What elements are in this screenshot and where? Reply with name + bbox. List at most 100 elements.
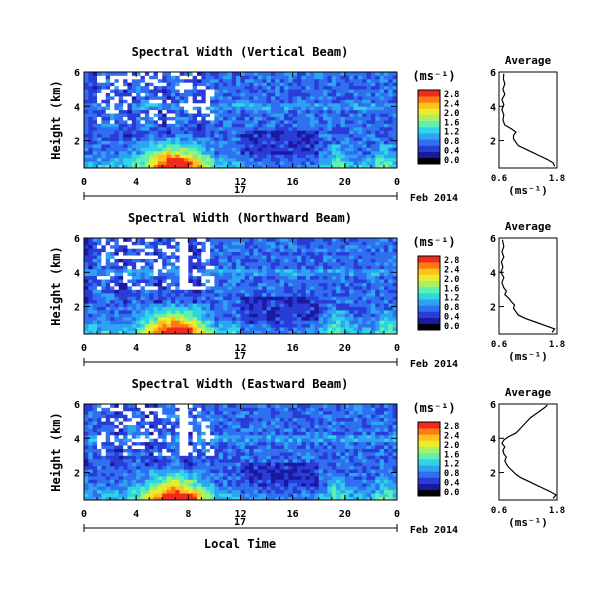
heatmap-cell bbox=[266, 320, 272, 325]
heatmap-cell bbox=[327, 161, 333, 165]
heatmap-cell bbox=[149, 286, 154, 290]
heatmap-cell bbox=[227, 161, 233, 165]
heatmap-cell bbox=[305, 244, 311, 249]
heatmap-cell bbox=[383, 296, 389, 301]
heatmap-cell bbox=[218, 303, 224, 307]
heatmap-cell bbox=[240, 82, 246, 87]
heatmap-cell bbox=[370, 164, 376, 168]
heatmap-cell bbox=[149, 147, 154, 152]
heatmap-cell bbox=[92, 458, 98, 463]
heatmap-cell bbox=[175, 99, 181, 104]
heatmap-cell bbox=[105, 472, 111, 477]
heatmap-cell bbox=[144, 268, 150, 273]
heatmap-cell bbox=[97, 154, 102, 159]
heatmap-cell bbox=[175, 92, 181, 97]
heatmap-cell bbox=[357, 123, 363, 128]
heatmap-cell bbox=[101, 150, 107, 155]
heatmap-cell bbox=[175, 417, 181, 422]
heatmap-cell bbox=[266, 292, 272, 297]
heatmap-cell bbox=[305, 303, 311, 307]
heatmap-cell bbox=[388, 330, 394, 334]
heatmap-cell bbox=[166, 452, 172, 456]
heatmap-cell bbox=[301, 150, 307, 155]
heatmap-cell bbox=[288, 238, 294, 242]
heatmap-cell bbox=[288, 279, 294, 283]
heatmap-cell bbox=[275, 310, 281, 314]
heatmap-cell bbox=[357, 286, 363, 290]
heatmap-cell bbox=[127, 310, 133, 314]
heatmap-cell bbox=[183, 147, 189, 152]
colorbar-segment bbox=[418, 256, 440, 263]
heatmap-cell bbox=[357, 113, 363, 117]
heatmap-cell bbox=[301, 275, 307, 280]
heatmap-cell bbox=[105, 272, 111, 277]
heatmap-cell bbox=[275, 140, 281, 145]
heatmap-cell bbox=[266, 327, 272, 331]
heatmap-cell bbox=[236, 113, 241, 117]
heatmap-cell bbox=[188, 164, 194, 168]
heatmap-cell bbox=[244, 303, 250, 307]
heatmap-cell bbox=[175, 476, 181, 480]
heatmap-cell bbox=[383, 113, 389, 117]
heatmap-cell bbox=[314, 147, 320, 152]
heatmap-cell bbox=[114, 109, 120, 114]
heatmap-cell bbox=[131, 292, 137, 297]
heatmap-cell bbox=[110, 292, 115, 297]
heatmap-cell bbox=[149, 452, 154, 456]
heatmap-cell bbox=[244, 75, 250, 80]
heatmap-cell bbox=[366, 275, 372, 280]
heatmap-cell bbox=[392, 164, 397, 168]
heatmap-cell bbox=[231, 123, 237, 128]
heatmap-cell bbox=[366, 72, 372, 76]
heatmap-cell bbox=[153, 452, 159, 456]
heatmap-cell bbox=[127, 469, 133, 473]
heatmap-cell bbox=[236, 106, 241, 111]
heatmap-cell bbox=[144, 157, 150, 162]
heatmap-cell bbox=[205, 116, 211, 121]
heatmap-cell bbox=[157, 78, 163, 83]
heatmap-cell bbox=[201, 140, 207, 145]
heatmap-cell bbox=[197, 241, 202, 246]
heatmap-cell bbox=[84, 92, 89, 97]
heatmap-cell bbox=[223, 92, 228, 97]
heatmap-cell bbox=[201, 150, 207, 155]
heatmap-cell bbox=[301, 102, 307, 107]
heatmap-cell bbox=[92, 462, 98, 467]
heatmap-cell bbox=[170, 296, 176, 301]
heatmap-cell bbox=[127, 448, 133, 453]
heatmap-cell bbox=[305, 255, 311, 259]
heatmap-cell bbox=[149, 164, 154, 168]
heatmap-cell bbox=[231, 133, 237, 138]
heatmap-cell bbox=[105, 106, 111, 111]
heatmap-cell bbox=[123, 286, 128, 290]
heatmap-cell bbox=[379, 140, 385, 145]
heatmap-cell bbox=[249, 313, 254, 318]
heatmap-cell bbox=[162, 265, 167, 270]
heatmap-cell bbox=[183, 102, 189, 107]
heatmap-cell bbox=[331, 268, 337, 273]
heatmap-cell bbox=[105, 407, 111, 412]
heatmap-cell bbox=[123, 123, 128, 128]
heatmap-cell bbox=[84, 316, 89, 321]
heatmap-cell bbox=[131, 268, 137, 273]
heatmap-cell bbox=[140, 241, 146, 246]
heatmap-cell bbox=[92, 327, 98, 331]
heatmap-cell bbox=[318, 154, 324, 159]
heatmap-cell bbox=[227, 265, 233, 270]
heatmap-cell bbox=[357, 144, 363, 148]
heatmap-cell bbox=[297, 75, 302, 80]
heatmap-cell bbox=[131, 441, 137, 446]
heatmap-cell bbox=[162, 154, 167, 159]
heatmap-cell bbox=[262, 157, 267, 162]
heatmap-cell bbox=[114, 469, 120, 473]
heatmap-cell bbox=[253, 164, 259, 168]
heatmap-cell bbox=[210, 255, 215, 259]
heatmap-cell bbox=[149, 157, 154, 162]
heatmap-cell bbox=[340, 144, 346, 148]
heatmap-cell bbox=[383, 272, 389, 277]
heatmap-cell bbox=[262, 238, 267, 242]
heatmap-cell bbox=[88, 306, 94, 311]
heatmap-cell bbox=[205, 109, 211, 114]
heatmap-cell bbox=[140, 75, 146, 80]
heatmap-cell bbox=[175, 472, 181, 477]
